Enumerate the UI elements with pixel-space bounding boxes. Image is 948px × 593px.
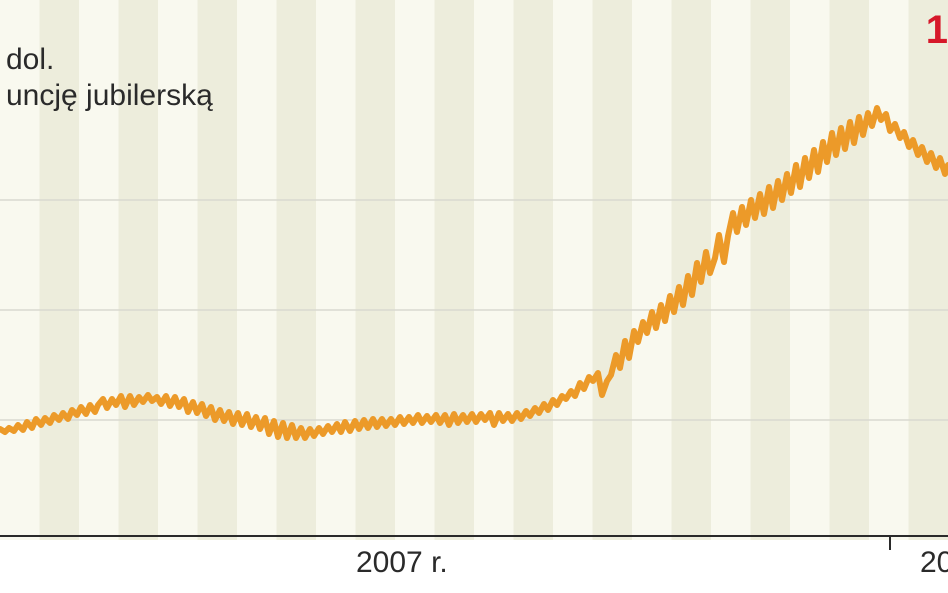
x-axis-tick-label: 2007 r. <box>356 546 448 580</box>
x-axis-tick-label: 20 <box>920 546 948 580</box>
y-axis-unit-line1: dol. <box>6 42 54 78</box>
chart-corner-value: 1 <box>926 8 948 53</box>
y-axis-unit-line2: uncję jubilerską <box>6 78 213 114</box>
chart-container: dol. uncję jubilerską 1 2007 r. 20 <box>0 0 948 593</box>
